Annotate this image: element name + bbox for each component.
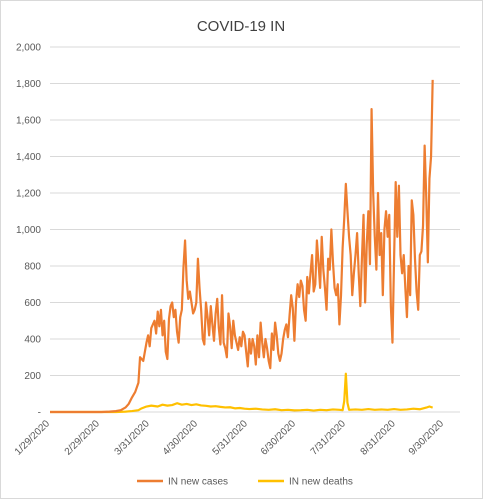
x-tick-label: 6/30/2020 [259,418,299,458]
y-tick-label: 1,400 [16,152,41,163]
gridlines [50,46,460,376]
x-tick-label: 2/29/2020 [63,418,103,458]
legend-label-in-new-deaths: IN new deaths [289,477,353,488]
y-tick-label: 2,000 [16,43,41,54]
x-tick-label: 1/29/2020 [13,418,53,458]
y-tick-label: 200 [24,371,41,382]
y-tick-label: 1,200 [16,189,41,200]
x-axis-tick-labels: 1/29/2020 2/29/2020 3/31/2020 4/30/2020 5/31… [13,418,446,458]
x-tick-label: 8/31/2020 [359,418,399,458]
y-tick-label: 1,600 [16,116,41,127]
legend: IN new cases IN new deaths [137,477,353,488]
series-lines [50,79,434,414]
y-tick-label: 1,000 [16,225,41,236]
y-tick-label: - [38,408,41,419]
y-tick-label: 600 [24,298,41,309]
chart-title: COVID-19 IN [197,18,285,35]
x-tick-label: 5/31/2020 [211,418,251,458]
x-tick-label: 9/30/2020 [407,418,447,458]
series-line-in-new-cases [50,79,434,414]
series-line-in-new-deaths [50,372,434,414]
x-tick-label: 4/30/2020 [161,418,201,458]
y-tick-label: 400 [24,335,41,346]
x-tick-label: 3/31/2020 [113,418,153,458]
y-tick-label: 1,800 [16,79,41,90]
y-axis-tick-labels: - 200 400 600 800 1,000 1,200 1,400 1,600 1,800 2,… [16,43,41,419]
y-tick-label: 800 [24,262,41,273]
legend-label-in-new-cases: IN new cases [168,477,228,488]
x-tick-label: 7/31/2020 [309,418,349,458]
